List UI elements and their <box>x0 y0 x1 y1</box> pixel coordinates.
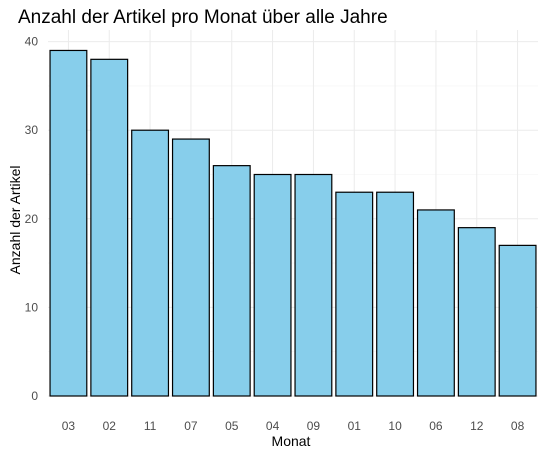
x-tick-label: 07 <box>184 419 198 433</box>
y-tick-label: 0 <box>31 389 38 403</box>
bar-11 <box>131 129 170 397</box>
x-tick-label: 06 <box>429 419 443 433</box>
bar-07 <box>171 138 210 397</box>
x-tick-label: 10 <box>388 419 402 433</box>
y-tick-label: 20 <box>25 212 39 226</box>
x-axis-title: Monat <box>272 433 311 449</box>
chart-title: Anzahl der Artikel pro Monat über alle J… <box>18 7 388 28</box>
bars-group <box>49 49 537 397</box>
bar-02 <box>90 58 129 397</box>
bar-06 <box>416 209 455 397</box>
x-axis-ticks: 03 02 11 07 05 04 09 01 10 06 12 08 <box>62 419 525 433</box>
bar-08 <box>498 244 537 397</box>
y-tick-label: 10 <box>25 300 39 314</box>
y-tick-label: 30 <box>25 123 39 137</box>
x-tick-label: 11 <box>144 419 157 433</box>
x-tick-label: 12 <box>470 419 484 433</box>
x-tick-label: 09 <box>307 419 321 433</box>
bar-03 <box>49 49 88 397</box>
x-tick-label: 04 <box>266 419 280 433</box>
bar-04 <box>253 173 292 397</box>
x-tick-label: 05 <box>225 419 239 433</box>
y-axis-ticks: 0 10 20 30 40 <box>25 35 39 403</box>
bar-10 <box>376 191 415 397</box>
x-tick-label: 03 <box>62 419 76 433</box>
x-tick-label: 02 <box>103 419 117 433</box>
y-tick-label: 40 <box>25 35 39 49</box>
x-tick-label: 01 <box>348 419 362 433</box>
y-axis-title: Anzahl der Artikel <box>7 166 23 275</box>
bar-05 <box>212 165 251 397</box>
bar-01 <box>335 191 374 397</box>
x-tick-label: 08 <box>511 419 525 433</box>
bar-12 <box>457 227 496 397</box>
bar-09 <box>294 173 333 397</box>
